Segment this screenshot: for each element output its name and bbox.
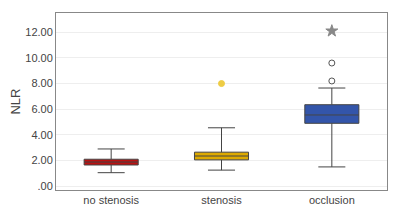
svg-text:10.00: 10.00 bbox=[25, 52, 53, 64]
svg-text:.00: .00 bbox=[38, 180, 53, 192]
svg-text:stenosis: stenosis bbox=[201, 194, 242, 206]
svg-text:2.00: 2.00 bbox=[31, 154, 52, 166]
svg-text:8.00: 8.00 bbox=[31, 77, 52, 89]
svg-text:6.00: 6.00 bbox=[31, 103, 52, 115]
svg-text:12.00: 12.00 bbox=[25, 26, 53, 38]
svg-text:4.00: 4.00 bbox=[31, 129, 52, 141]
svg-text:NLR: NLR bbox=[8, 88, 23, 114]
svg-text:occlusion: occlusion bbox=[309, 194, 355, 206]
svg-text:no stenosis: no stenosis bbox=[83, 194, 139, 206]
